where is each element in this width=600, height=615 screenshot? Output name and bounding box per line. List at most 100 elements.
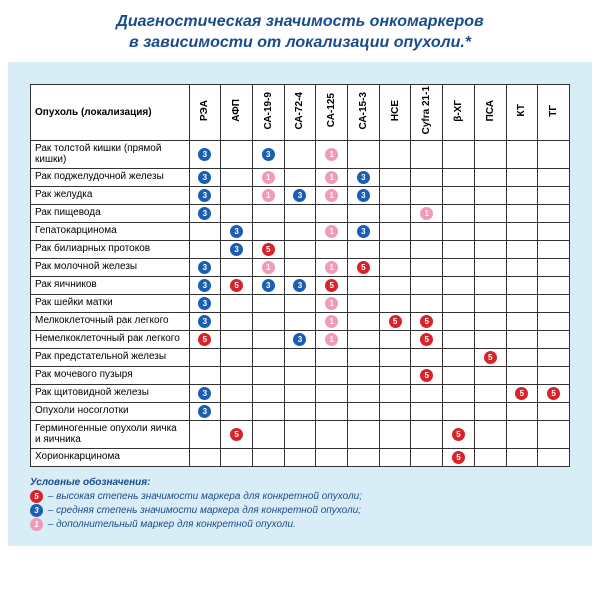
row-label: Рак пищевода [31, 204, 190, 222]
table-cell: 3 [252, 140, 284, 168]
table-cell [221, 312, 253, 330]
column-header: КТ [506, 84, 538, 140]
marker-dot-high: 5 [30, 490, 43, 503]
table-cell [284, 168, 316, 186]
table-cell [411, 140, 443, 168]
table-cell [474, 448, 506, 466]
table-cell [538, 258, 570, 276]
table-cell [538, 140, 570, 168]
table-cell [252, 366, 284, 384]
table-cell [474, 384, 506, 402]
table-cell: 3 [189, 204, 221, 222]
table-cell [221, 186, 253, 204]
table-cell [252, 420, 284, 448]
marker-dot-med: 3 [198, 315, 211, 328]
table-cell [443, 312, 475, 330]
column-header: СА-15-3 [348, 84, 380, 140]
marker-dot-extra: 1 [325, 297, 338, 310]
table-row: Опухоли носоглотки3 [31, 402, 570, 420]
table-cell [443, 222, 475, 240]
row-label: Немелкоклеточный рак легкого [31, 330, 190, 348]
table-row: Рак предстательной железы 5 [31, 348, 570, 366]
table-body: Рак толстой кишки (прямой кишки)331Рак п… [31, 140, 570, 466]
table-cell [506, 222, 538, 240]
table-cell [379, 204, 411, 222]
marker-dot-extra: 1 [325, 315, 338, 328]
table-cell: 5 [411, 366, 443, 384]
table-cell [443, 366, 475, 384]
table-cell: 1 [316, 222, 348, 240]
table-row: Рак мочевого пузыря5 [31, 366, 570, 384]
table-cell [443, 168, 475, 186]
table-cell [506, 294, 538, 312]
column-header-label: ТГ [548, 105, 559, 117]
column-header-label: АФП [231, 99, 242, 122]
table-cell [252, 204, 284, 222]
legend-text: – средняя степень значимости маркера для… [45, 505, 361, 516]
table-cell [348, 240, 380, 258]
marker-table: Опухоль (локализация) РЭААФПСА-19-9СА-72… [30, 84, 570, 467]
table-cell: 3 [189, 312, 221, 330]
marker-dot-high: 5 [515, 387, 528, 400]
table-cell [443, 402, 475, 420]
table-cell [506, 402, 538, 420]
table-cell [348, 140, 380, 168]
table-row: Рак желудка31313 [31, 186, 570, 204]
table-cell [411, 294, 443, 312]
marker-dot-high: 5 [389, 315, 402, 328]
row-label: Рак предстательной железы [31, 348, 190, 366]
marker-dot-high: 5 [484, 351, 497, 364]
table-cell [252, 384, 284, 402]
marker-dot-high: 5 [420, 369, 433, 382]
marker-dot-med: 3 [357, 189, 370, 202]
marker-dot-high: 5 [452, 428, 465, 441]
table-cell [316, 402, 348, 420]
column-header: ТГ [538, 84, 570, 140]
table-cell: 5 [538, 384, 570, 402]
marker-dot-high: 5 [262, 243, 275, 256]
column-header-label: СА-15-3 [358, 92, 369, 130]
table-cell [348, 312, 380, 330]
table-cell [538, 240, 570, 258]
table-cell [221, 366, 253, 384]
title-line-1: Диагностическая значимость онкомаркеров [116, 13, 483, 30]
table-cell [284, 240, 316, 258]
table-cell [411, 276, 443, 294]
table-cell [474, 312, 506, 330]
table-cell: 1 [316, 140, 348, 168]
table-cell [379, 222, 411, 240]
title-line-2: в зависимости от локализации опухоли.* [129, 34, 471, 51]
table-cell [379, 420, 411, 448]
table-cell: 3 [284, 186, 316, 204]
marker-dot-med: 3 [230, 225, 243, 238]
table-row: Рак пищевода3 1 [31, 204, 570, 222]
table-cell: 5 [443, 448, 475, 466]
marker-dot-med: 3 [293, 189, 306, 202]
column-header-label: β-ХГ [453, 100, 464, 122]
marker-dot-extra: 1 [420, 207, 433, 220]
table-cell [506, 168, 538, 186]
table-cell: 5 [474, 348, 506, 366]
table-cell [506, 448, 538, 466]
table-cell [538, 448, 570, 466]
table-row: Рак молочной железы3115 [31, 258, 570, 276]
table-cell [284, 420, 316, 448]
table-cell: 1 [316, 330, 348, 348]
table-cell: 1 [252, 258, 284, 276]
table-cell [348, 294, 380, 312]
table-cell [316, 384, 348, 402]
marker-dot-med: 3 [198, 279, 211, 292]
table-cell [411, 420, 443, 448]
table-cell: 1 [316, 294, 348, 312]
table-cell [221, 402, 253, 420]
table-cell [411, 168, 443, 186]
row-label: Рак толстой кишки (прямой кишки) [31, 140, 190, 168]
table-cell [379, 140, 411, 168]
table-cell: 5 [221, 420, 253, 448]
table-cell [411, 222, 443, 240]
table-row: Рак шейки матки31 [31, 294, 570, 312]
table-cell [411, 448, 443, 466]
marker-dot-high: 5 [357, 261, 370, 274]
table-cell [506, 348, 538, 366]
table-cell [443, 240, 475, 258]
